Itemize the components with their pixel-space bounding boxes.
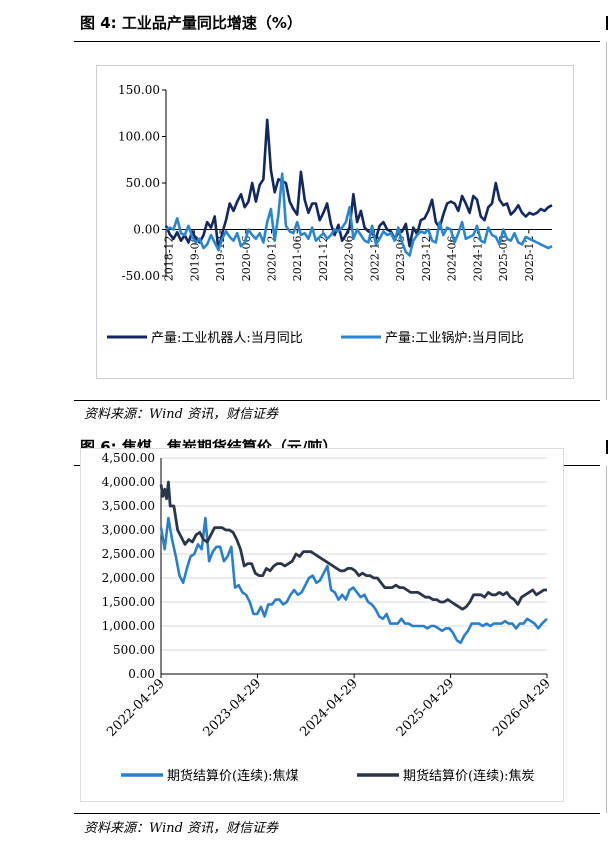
y-tick-label: 2,500.00	[102, 547, 155, 561]
x-tick-label: 2025-04-29	[394, 676, 458, 740]
figure-4-source: 资料来源：Wind 资讯，财信证券	[84, 407, 279, 422]
x-tick-label: 2023-06	[394, 236, 407, 282]
y-tick-label: 4,500.00	[102, 451, 155, 465]
series-line-2	[159, 480, 547, 611]
y-tick-label: -50.00	[122, 269, 160, 283]
figure-6-chart-frame: 4,500.00 4,000.00 3,500.00 3,000.00 2,500.00…	[80, 448, 564, 802]
x-tick-label: 2024-04-29	[297, 676, 361, 740]
figure-4-title-rule	[74, 41, 600, 42]
x-tick-label: 2024-12	[471, 236, 484, 282]
right-column-marker-2	[606, 440, 608, 454]
legend-label-2: 产量:工业锅炉:当月同比	[385, 330, 524, 346]
y-tick-label: 50.00	[126, 176, 160, 190]
y-tick-label: 1,000.00	[102, 619, 155, 633]
x-tick-label: 2024-06	[446, 236, 459, 282]
series-line-2	[165, 172, 553, 257]
x-tick-label: 2025-06	[497, 236, 510, 282]
legend-label-1: 产量:工业机器人:当月同比	[151, 331, 303, 346]
legend-label-1: 期货结算价(连续):焦煤	[167, 768, 299, 784]
series-line-1	[164, 118, 553, 252]
x-tick-label: 2018-12	[163, 236, 176, 282]
x-tick-label: 2020-06	[240, 236, 253, 282]
y-tick-label: 2,000.00	[102, 571, 155, 585]
y-tick-label: 100.00	[118, 130, 160, 144]
right-column-edge-2	[606, 466, 607, 813]
x-tick-label: 2022-06	[343, 236, 356, 282]
figure-4-chart: 150.00 100.00 50.00 0.00 -50.00 2018-12 2019-0…	[107, 83, 553, 346]
y-tick-label: 0.00	[133, 223, 160, 237]
x-tick-label: 2022-04-29	[104, 676, 168, 740]
figure-4-title: 图 4: 工业品产量同比增速（%）	[80, 14, 302, 32]
x-tick-label: 2020-12	[266, 236, 279, 282]
x-tick-label: 2026-04-29	[490, 676, 554, 740]
x-tick-label: 2021-12	[317, 236, 330, 282]
right-column-edge	[606, 42, 607, 400]
y-tick-label: 150.00	[118, 83, 160, 97]
figure-4-chart-frame: 150.00 100.00 50.00 0.00 -50.00 2018-12 2019-0…	[96, 65, 574, 379]
figure-6-source: 资料来源：Wind 资讯，财信证券	[84, 821, 279, 836]
y-tick-label: 3,000.00	[102, 523, 155, 537]
x-tick-label: 2023-04-29	[201, 676, 265, 740]
x-tick-label: 2023-12	[420, 236, 433, 282]
x-tick-label: 2019-06	[188, 236, 201, 282]
y-tick-label: 4,000.00	[102, 475, 155, 489]
x-tick-label: 2021-06	[291, 236, 304, 282]
figure-6-source-rule	[74, 813, 600, 814]
figure-6-chart: 4,500.00 4,000.00 3,500.00 3,000.00 2,500.00…	[102, 451, 554, 784]
x-tick-label: 2025-12	[523, 236, 536, 282]
x-tick-label: 2022-12	[368, 236, 381, 282]
series-line-1	[159, 516, 548, 645]
y-tick-label: 0.00	[128, 667, 155, 681]
y-tick-label: 1,500.00	[102, 595, 155, 609]
legend-label-2: 期货结算价(连续):焦炭	[403, 768, 535, 784]
y-tick-label: 3,500.00	[102, 499, 155, 513]
figure-4-source-rule	[74, 400, 600, 401]
y-tick-label: 500.00	[113, 643, 155, 657]
right-column-marker	[606, 16, 608, 30]
